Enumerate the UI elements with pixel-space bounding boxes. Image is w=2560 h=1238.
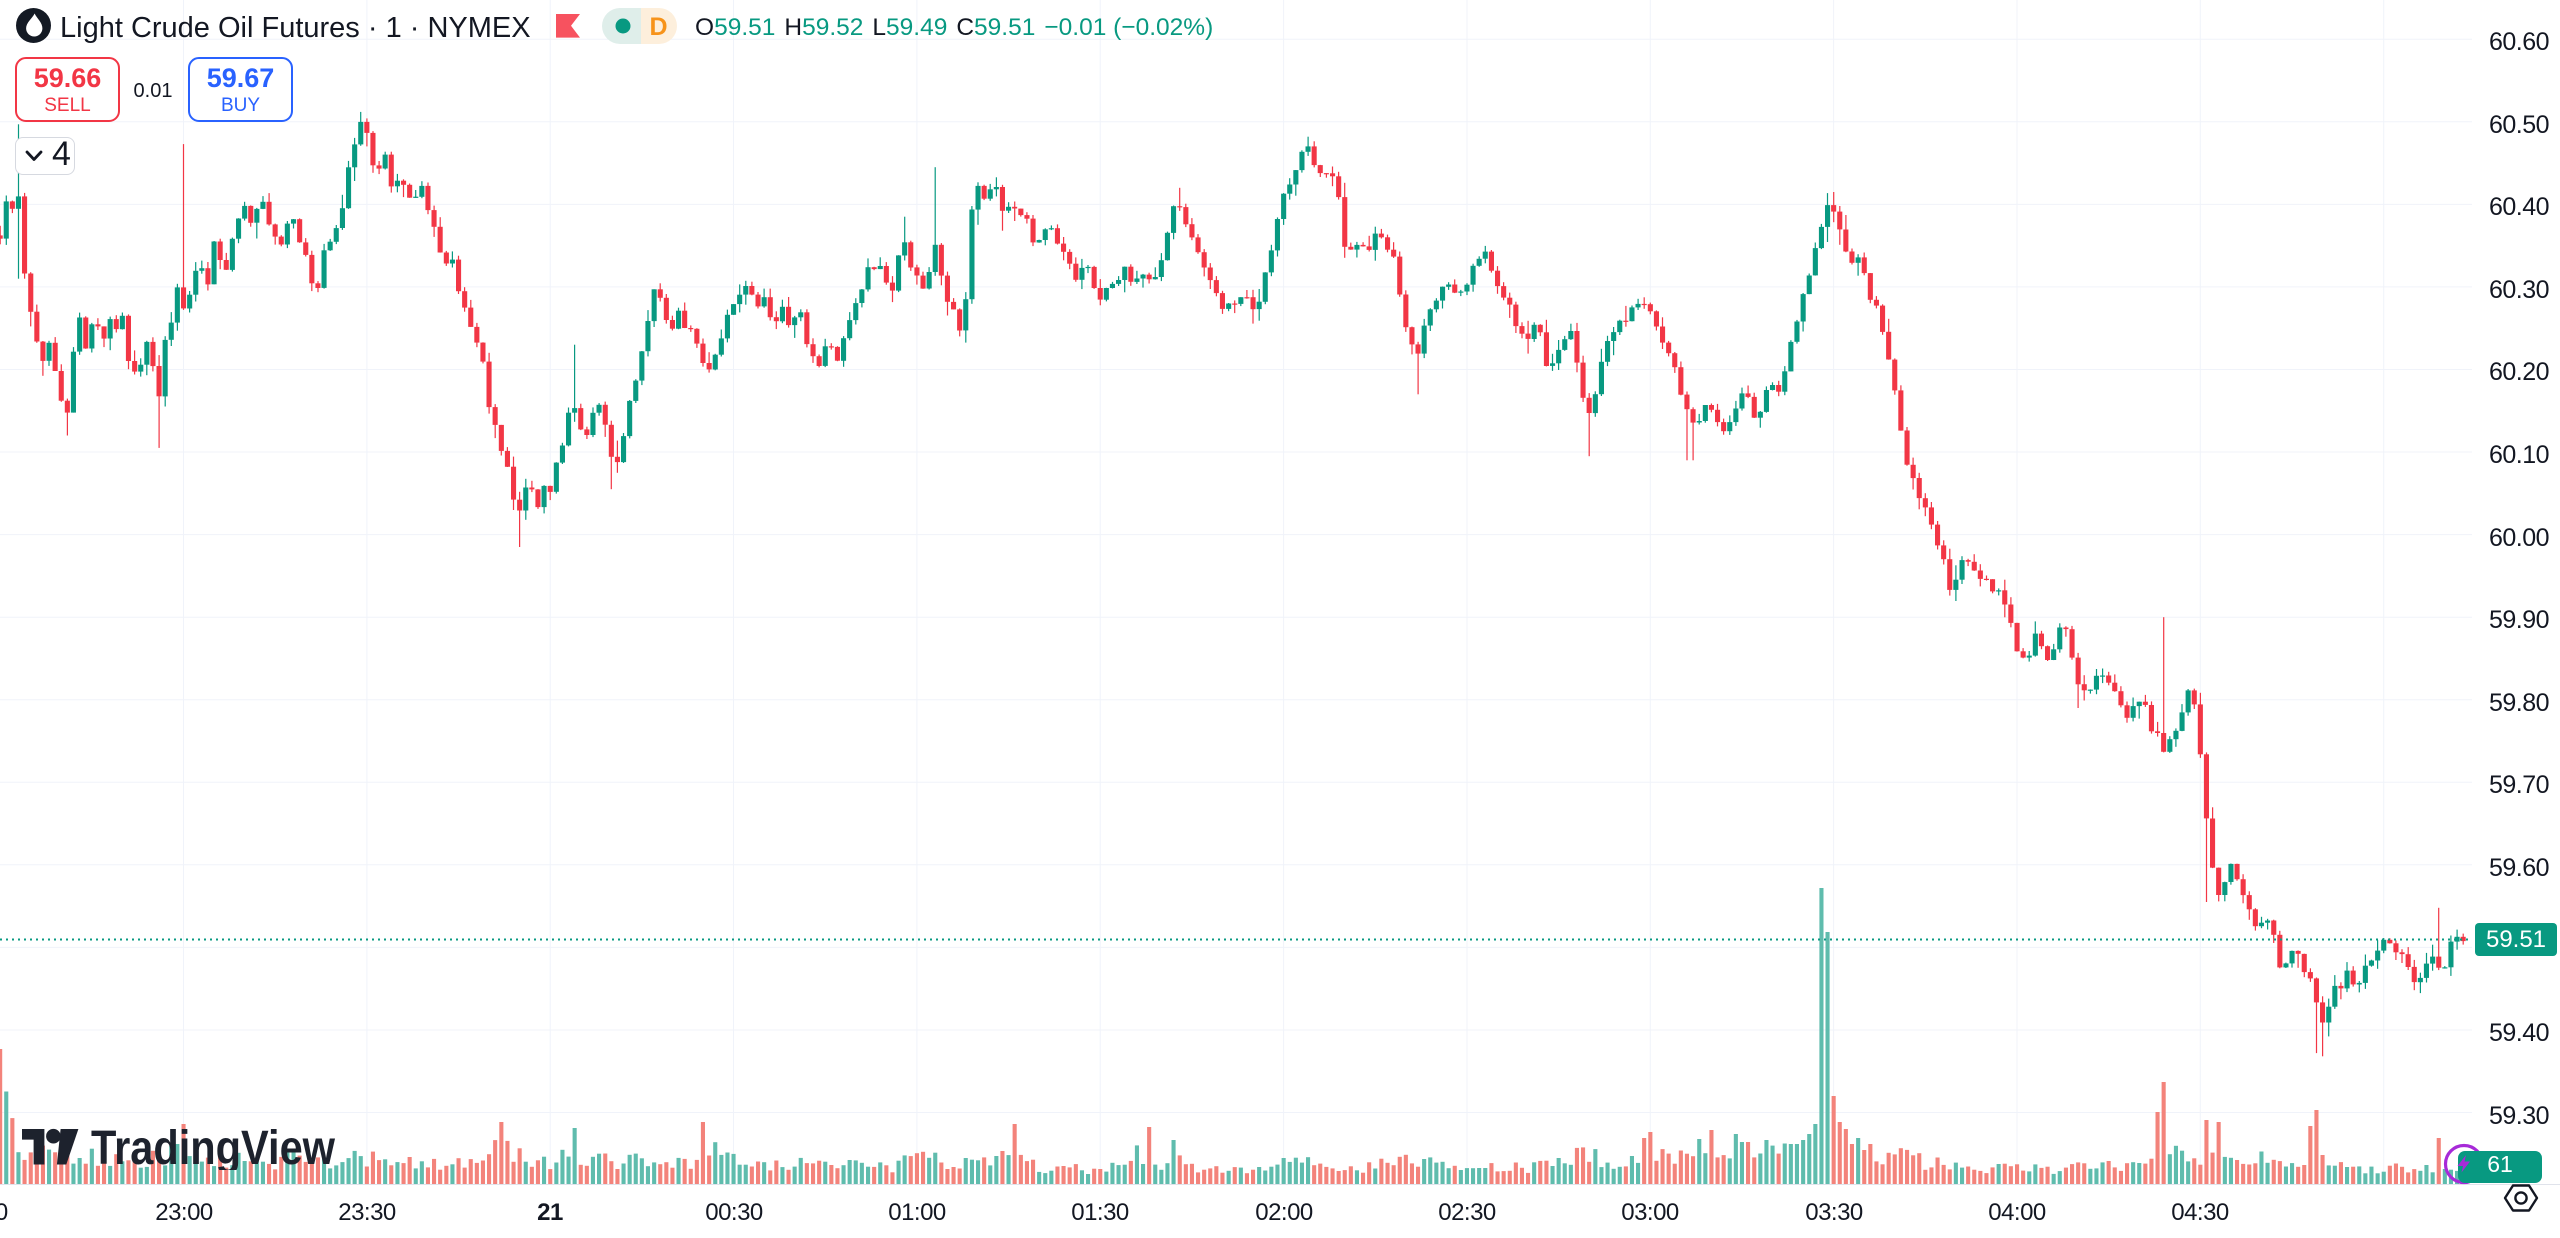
svg-text:TradingView: TradingView <box>91 1124 335 1170</box>
svg-text:61: 61 <box>2487 1151 2513 1177</box>
svg-text:D: D <box>649 13 667 41</box>
